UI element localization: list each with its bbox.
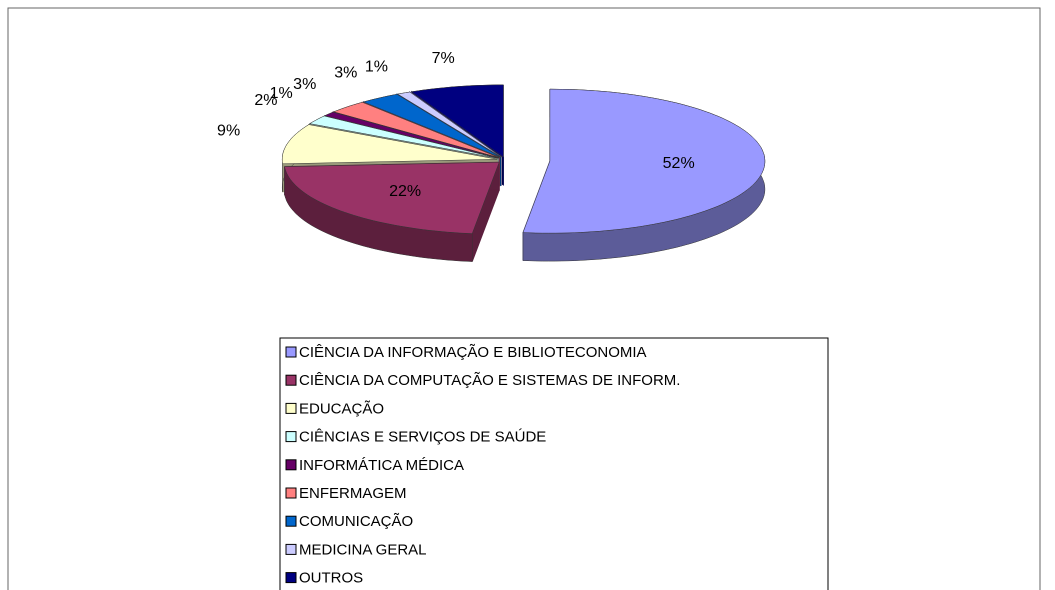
slice (323, 111, 499, 159)
legend-label: ENFERMAGEM (299, 485, 407, 502)
legend-swatch (285, 431, 297, 443)
slice (411, 84, 504, 158)
slice (332, 102, 500, 158)
legend-label: INFORMÁTICA MÉDICA (299, 457, 464, 474)
data-label: 9% (217, 122, 240, 139)
slice (362, 94, 501, 158)
legend-swatch (285, 515, 297, 527)
legend-swatch (285, 346, 297, 358)
legend-swatch (285, 543, 297, 555)
legend-label: EDUCAÇÃO (299, 400, 384, 417)
slice (522, 88, 766, 234)
legend-swatch (285, 572, 297, 584)
legend-swatch (285, 402, 297, 414)
data-label: 2% (254, 92, 277, 109)
legend: CIÊNCIA DA INFORMAÇÃO E BIBLIOTECONOMIA C… (279, 337, 829, 590)
data-label: 52% (663, 155, 695, 172)
data-label: 3% (293, 76, 316, 93)
slice (284, 161, 500, 234)
slice (397, 91, 502, 158)
data-label: 1% (365, 58, 388, 75)
legend-label: CIÊNCIAS E SERVIÇOS DE SAÚDE (299, 429, 546, 446)
legend-swatch (285, 459, 297, 471)
legend-swatch (285, 487, 297, 499)
legend-box (279, 337, 829, 590)
legend-label: CIÊNCIA DA INFORMAÇÃO E BIBLIOTECONOMIA (299, 344, 647, 361)
data-label: 22% (389, 183, 421, 200)
legend-label: MEDICINA GERAL (299, 541, 427, 558)
slice (281, 124, 498, 165)
data-label: 7% (432, 50, 455, 67)
legend-label: CIÊNCIA DA COMPUTAÇÃO E SISTEMAS DE INFO… (299, 372, 680, 389)
data-label: 3% (334, 64, 357, 81)
pie: 52%22%9%2%1%3%3% 1% 7% (217, 50, 766, 262)
legend-label: COMUNICAÇÃO (299, 513, 413, 530)
data-label: 1% (270, 85, 293, 102)
legend-swatch (285, 374, 297, 386)
slice (309, 115, 499, 159)
legend-label: OUTROS (299, 570, 363, 587)
